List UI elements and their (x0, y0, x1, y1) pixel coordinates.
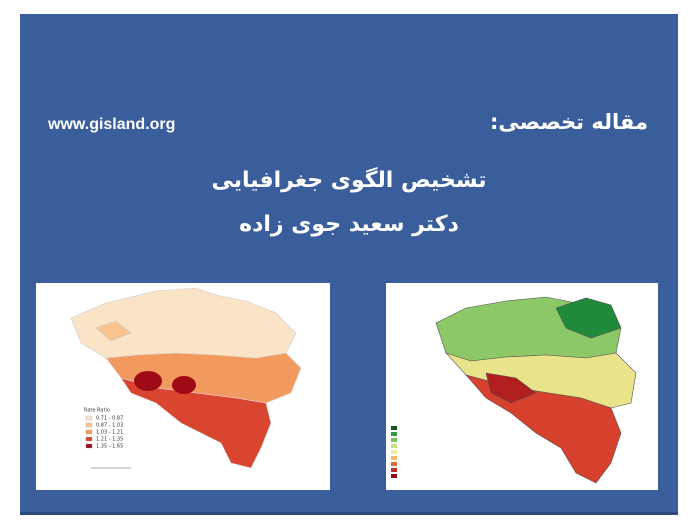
legend-title: Rate Ratio (84, 408, 110, 414)
legend-swatch (85, 436, 93, 442)
legend-label: 1.35 - 1.65 (96, 444, 123, 450)
legend-label: 1.21 - 1.35 (96, 437, 123, 443)
legend (391, 426, 397, 478)
legend-label: 0.87 - 1.03 (96, 423, 123, 429)
legend-swatch (85, 422, 93, 428)
author: دکتر سعید جوی زاده (239, 212, 459, 237)
article-label: مقاله تخصصی: (490, 110, 648, 134)
website: www.gisland.org (48, 116, 176, 133)
legend: 0.71 - 0.870.87 - 1.031.03 - 1.211.21 - … (85, 415, 123, 450)
map-right (386, 283, 658, 490)
legend-swatch (85, 429, 93, 435)
legend-label: 1.03 - 1.21 (96, 430, 123, 436)
legend-swatch (85, 443, 93, 449)
legend-label: 0.71 - 0.87 (96, 416, 123, 422)
map-left: Rate Ratio 0.71 - 0.870.87 - 1.031.03 - … (36, 283, 330, 490)
title: تشخیص الگوی جغرافیایی (211, 168, 487, 193)
legend-swatch (85, 415, 93, 421)
